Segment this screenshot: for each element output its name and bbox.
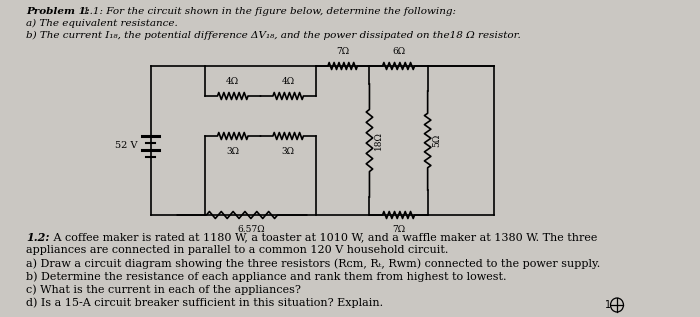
Text: a) The equivalent resistance.: a) The equivalent resistance. — [26, 19, 178, 28]
Text: 3Ω: 3Ω — [226, 147, 239, 156]
Text: 4Ω: 4Ω — [281, 77, 295, 86]
Text: Problem 1:: Problem 1: — [26, 7, 90, 16]
Text: 52 V: 52 V — [115, 141, 138, 150]
Text: 7Ω: 7Ω — [392, 225, 405, 234]
Text: 3Ω: 3Ω — [281, 147, 295, 156]
Text: 18Ω: 18Ω — [374, 131, 383, 150]
Text: a) Draw a circuit diagram showing the three resistors (Rᴄm, Rₜ, Rᴡm) connected t: a) Draw a circuit diagram showing the th… — [26, 258, 600, 268]
Text: 6Ω: 6Ω — [392, 47, 405, 56]
Text: b) The current I₁₈, the potential difference ΔV₁₈, and the power dissipated on t: b) The current I₁₈, the potential differ… — [26, 31, 521, 40]
Text: 6.57Ω: 6.57Ω — [237, 225, 265, 234]
Text: 1.2:: 1.2: — [26, 232, 50, 243]
Text: b) Determine the resistance of each appliance and rank them from highest to lowe: b) Determine the resistance of each appl… — [26, 271, 506, 281]
Text: 4Ω: 4Ω — [226, 77, 239, 86]
Text: c) What is the current in each of the appliances?: c) What is the current in each of the ap… — [26, 284, 301, 294]
Text: 1: 1 — [605, 300, 611, 310]
Text: A coffee maker is rated at 1180 W, a toaster at 1010 W, and a waffle maker at 13: A coffee maker is rated at 1180 W, a toa… — [50, 232, 597, 242]
Text: appliances are connected in parallel to a common 120 V household circuit.: appliances are connected in parallel to … — [26, 245, 448, 255]
Text: d) Is a 15-A circuit breaker sufficient in this situation? Explain.: d) Is a 15-A circuit breaker sufficient … — [26, 297, 383, 307]
Text: 1.1: For the circuit shown in the figure below, determine the following:: 1.1: For the circuit shown in the figure… — [83, 7, 456, 16]
Text: 5Ω: 5Ω — [433, 134, 441, 147]
Text: 7Ω: 7Ω — [336, 47, 349, 56]
